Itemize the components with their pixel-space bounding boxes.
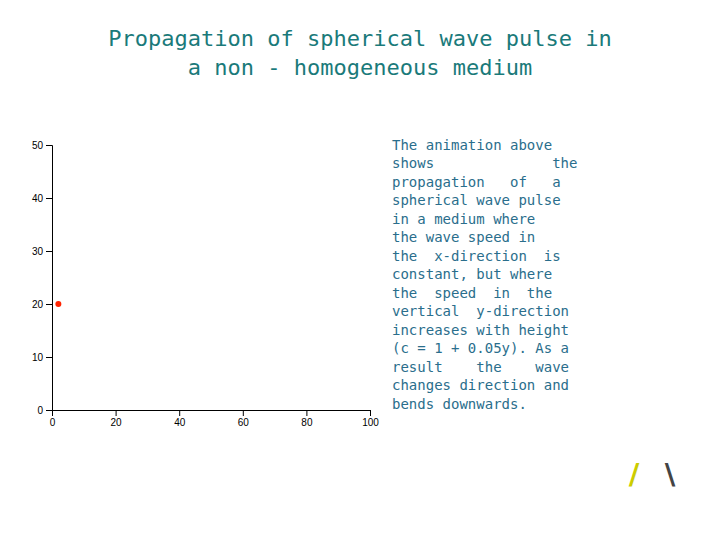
tick-label: 80	[301, 417, 313, 428]
annotation-line: shows the	[392, 155, 577, 171]
annotation: \	[665, 457, 676, 491]
axis-line	[46, 146, 53, 411]
annotation-line: vertical y-direction	[392, 303, 569, 319]
annotation-line: result the wave	[392, 359, 569, 375]
tick-label: 10	[32, 352, 44, 363]
tick-label: 40	[174, 417, 186, 428]
axis-line	[53, 411, 371, 417]
title-line: a non - homogeneous medium	[188, 55, 532, 80]
tick-label: 40	[32, 193, 44, 204]
tick-mark	[179, 410, 180, 416]
tick-mark	[46, 304, 52, 305]
tick-label: 20	[111, 417, 123, 428]
tick: 20	[111, 410, 123, 428]
annotation-line: spherical wave pulse	[392, 192, 561, 208]
tick-label: 0	[50, 417, 56, 428]
annotation-line: (c = 1 + 0.05y). As a	[392, 340, 569, 356]
annotation-line: propagation of a	[392, 174, 561, 190]
x-axis: 0 20 40 60 80 100	[50, 410, 380, 428]
tick: 20	[32, 299, 52, 310]
tick: 60	[238, 410, 250, 428]
tick: 100	[362, 410, 379, 428]
chart: Propagation of spherical wave pulse in a …	[0, 0, 720, 540]
annotation-line: the speed in the	[392, 285, 552, 301]
tick-mark	[46, 410, 52, 411]
tick-label: 60	[238, 417, 250, 428]
title: Propagation of spherical wave pulse in a …	[108, 26, 611, 80]
annotation: /	[629, 457, 640, 491]
tick: 40	[174, 410, 186, 428]
tick: 10	[32, 352, 52, 363]
annotation-line: constant, but where	[392, 266, 552, 282]
annotation-line: the wave speed in	[392, 229, 535, 245]
tick-mark	[306, 410, 307, 416]
tick-label: 20	[32, 299, 44, 310]
tick-mark	[243, 410, 244, 416]
tick-label: 30	[32, 246, 44, 257]
tick: 0	[50, 410, 56, 428]
points	[55, 301, 61, 307]
tick: 80	[301, 410, 313, 428]
annotation: The animation above shows the propagation …	[392, 137, 577, 412]
tick-mark	[46, 251, 52, 252]
tick-mark	[46, 198, 52, 199]
tick-mark	[116, 410, 117, 416]
tick: 40	[32, 193, 52, 204]
tick-label: 50	[32, 140, 44, 151]
tick-mark	[46, 145, 52, 146]
title-line: Propagation of spherical wave pulse in	[108, 26, 611, 51]
tick: 30	[32, 246, 52, 257]
annotation-line: in a medium where	[392, 211, 535, 227]
annotation-line: bends downwards.	[392, 396, 527, 412]
annotation-line: The animation above	[392, 137, 552, 153]
tick-label: 0	[37, 405, 43, 416]
point	[55, 301, 61, 307]
tick-mark	[370, 410, 371, 416]
y-axis: 0 10 20 30 40 50	[32, 140, 53, 416]
tick: 50	[32, 140, 52, 151]
tick-label: 100	[362, 417, 379, 428]
annotation-line: changes direction and	[392, 377, 569, 393]
plot: 0 20 40 60 80 100 0 10 20 30 40 50	[32, 140, 379, 428]
annotation-line: increases with height	[392, 322, 569, 338]
tick-mark	[46, 357, 52, 358]
annotation-line: the x-direction is	[392, 248, 561, 264]
tick: 0	[37, 405, 52, 416]
